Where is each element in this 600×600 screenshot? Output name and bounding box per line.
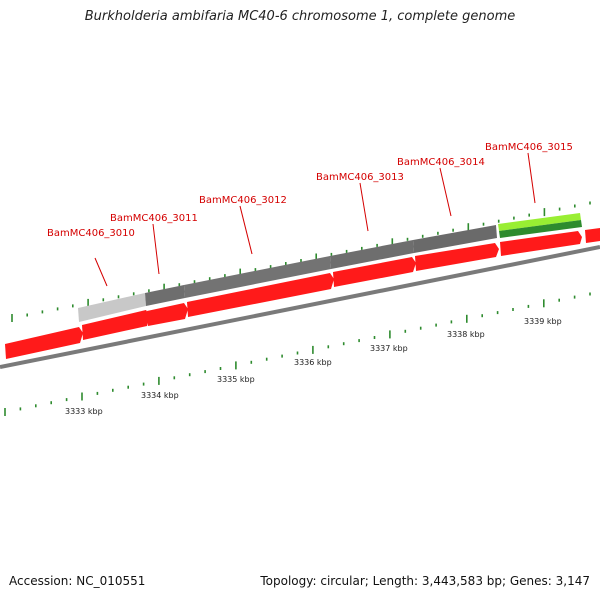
cds-arrow[interactable] [5,327,83,359]
gene-label-3013[interactable]: BamMC406_3013 [316,172,404,183]
map-title: Burkholderia ambifaria MC40-6 chromosome… [84,9,516,24]
kbp-label: 3335 kbp [217,375,255,384]
gene-label-3010[interactable]: BamMC406_3010 [47,228,135,239]
cds-arrow[interactable] [147,303,188,326]
kbp-labels: 3333 kbp 3334 kbp 3335 kbp 3336 kbp 3337… [65,317,562,416]
kbp-label: 3339 kbp [524,317,562,326]
cds-arrow[interactable] [500,231,582,256]
kbp-label: 3338 kbp [447,330,485,339]
kbp-label: 3334 kbp [141,391,179,400]
leader-line [359,182,369,232]
gene-segment-3012[interactable] [184,256,331,298]
leader-line [439,167,452,217]
leader-line [239,205,253,255]
cds-arrow[interactable] [415,243,499,271]
gene-label-3012[interactable]: BamMC406_3012 [199,195,287,206]
chromosome-backbone [0,245,600,369]
cds-arrow[interactable] [333,257,416,287]
topology-label: Topology: circular; Length: 3,443,583 bp… [260,574,590,588]
gene-segment-3013[interactable] [330,240,414,269]
inner-tick-track [4,292,591,416]
gene-segment-3011[interactable] [145,285,185,306]
gene-label-3011[interactable]: BamMC406_3011 [110,213,198,224]
gene-label-3015[interactable]: BamMC406_3015 [485,142,573,153]
cds-arrow[interactable] [187,273,334,317]
gene-segment-3010[interactable] [78,293,146,322]
gene-labels: BamMC406_3010 BamMC406_3011 BamMC406_301… [47,142,573,287]
gene-track [78,213,582,322]
gene-segment-3015-lower [499,220,582,238]
leader-line [94,257,108,287]
accession-label: Accession: NC_010551 [9,574,146,588]
cds-arrow[interactable] [82,310,150,340]
kbp-label: 3333 kbp [65,407,103,416]
gene-segment-3014[interactable] [413,225,497,253]
gene-segment-3015[interactable] [498,213,581,231]
cds-track [5,228,600,359]
leader-line [152,223,160,275]
gene-label-3014[interactable]: BamMC406_3014 [397,157,485,168]
kbp-label: 3337 kbp [370,344,408,353]
kbp-label: 3336 kbp [294,358,332,367]
cds-arrow[interactable] [585,228,600,243]
leader-line [527,152,536,204]
